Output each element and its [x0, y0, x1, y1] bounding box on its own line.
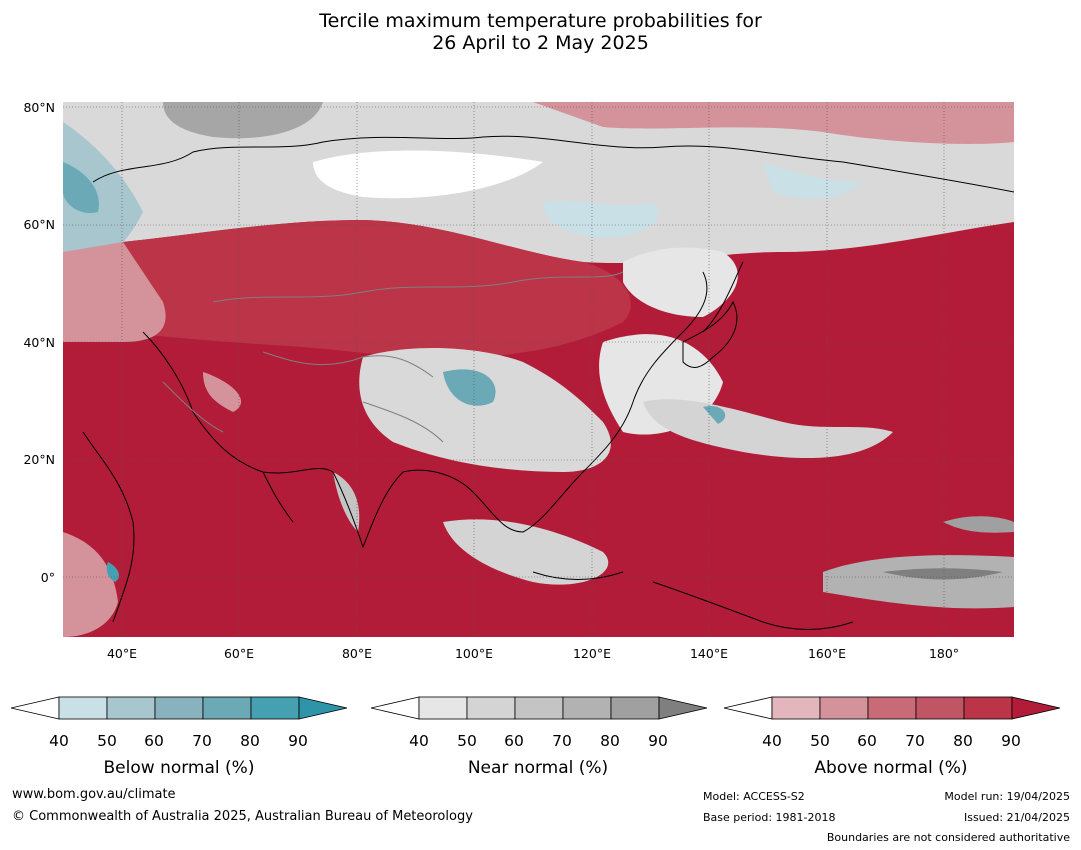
colorbar-swatch — [867, 696, 917, 720]
tibet-near-normal-zone — [359, 347, 611, 472]
pacific-near-normal-band — [643, 399, 893, 458]
colorbar-swatch — [466, 696, 516, 720]
colorbar-swatch — [418, 696, 468, 720]
below-tick-80: 80 — [240, 732, 260, 750]
europe-below-normal-zone — [63, 122, 143, 277]
colorbar-swatch — [202, 696, 252, 720]
above-tick-70: 70 — [905, 732, 925, 750]
colorbar-swatch — [514, 696, 564, 720]
colorbar-right-arrow — [298, 696, 348, 720]
colorbar-swatch — [106, 696, 156, 720]
lon-label-120e: 120°E — [572, 646, 611, 661]
lon-label-140e: 140°E — [689, 646, 728, 661]
below-tick-90: 90 — [288, 732, 308, 750]
lon-label-80e: 80°E — [341, 646, 373, 661]
country-boundaries — [162, 271, 624, 443]
lon-label-40e: 40°E — [106, 646, 138, 661]
lon-label-160e: 160°E — [807, 646, 846, 661]
near-tick-90: 90 — [648, 732, 668, 750]
colorbar-below-normal — [10, 696, 348, 732]
colorbar-swatch — [610, 696, 660, 720]
scandinavia-near-normal-zone — [163, 102, 323, 139]
colorbar-below-normal-swatches — [10, 696, 348, 720]
colorbar-swatch — [154, 696, 204, 720]
east-africa-below-normal-spot — [106, 562, 119, 582]
lat-label-0: 0° — [40, 570, 55, 585]
colorbar-right-arrow — [1011, 696, 1061, 720]
disclaimer-text: Boundaries are not considered authoritat… — [826, 831, 1070, 844]
above-tick-50: 50 — [810, 732, 830, 750]
above-tick-40: 40 — [762, 732, 782, 750]
model-run-text: Model run: 19/04/2025 — [944, 790, 1070, 803]
colorbar-swatch — [250, 696, 300, 720]
above-tick-80: 80 — [953, 732, 973, 750]
equatorial-pacific-near-normal — [823, 555, 1014, 609]
central-siberia-white-patch — [313, 150, 543, 199]
equatorial-pacific-near-normal-core — [883, 568, 1003, 580]
central-asia-above-normal-zone — [123, 220, 631, 359]
arabia-above-normal-patch — [203, 372, 242, 412]
colorbar-above-normal — [723, 696, 1061, 732]
below-tick-60: 60 — [144, 732, 164, 750]
lon-label-180: 180° — [928, 646, 960, 661]
website-link[interactable]: www.bom.gov.au/climate — [12, 787, 176, 802]
colorbar-swatch — [58, 696, 108, 720]
above-normal-title: Above normal (%) — [814, 758, 968, 778]
probability-map — [63, 102, 1014, 637]
near-tick-50: 50 — [457, 732, 477, 750]
caspian-above-normal-zone — [63, 242, 166, 342]
arctic-near-normal-zone — [63, 102, 1014, 264]
map-canvas — [63, 102, 1014, 637]
coastlines — [82, 135, 1014, 630]
above-tick-60: 60 — [857, 732, 877, 750]
east-siberia-below-normal-patch — [763, 162, 863, 199]
europe-below-normal-core — [63, 162, 99, 213]
colorbar-left-arrow — [370, 696, 420, 720]
above-tick-90: 90 — [1001, 732, 1021, 750]
colorbar-right-arrow — [658, 696, 708, 720]
title-line-1: Tercile maximum temperature probabilitie… — [319, 10, 762, 32]
lat-label-80n: 80°N — [23, 100, 55, 115]
below-tick-40: 40 — [49, 732, 69, 750]
north-pacific-grey-streak — [943, 516, 1014, 533]
base-period-text: Base period: 1981-2018 — [703, 811, 836, 824]
colorbar-swatch — [915, 696, 965, 720]
near-tick-40: 40 — [409, 732, 429, 750]
title-line-2: 26 April to 2 May 2025 — [432, 32, 649, 54]
colorbar-left-arrow — [10, 696, 60, 720]
model-text: Model: ACCESS-S2 — [703, 790, 805, 803]
siberia-below-normal-patch — [543, 200, 659, 238]
colorbar-swatch — [963, 696, 1013, 720]
below-tick-50: 50 — [97, 732, 117, 750]
lon-label-100e: 100°E — [454, 646, 493, 661]
colorbar-near-normal-swatches — [370, 696, 708, 720]
colorbar-above-normal-swatches — [723, 696, 1061, 720]
map-title: Tercile maximum temperature probabilitie… — [0, 10, 1081, 54]
near-tick-70: 70 — [552, 732, 572, 750]
gridlines — [63, 102, 1014, 637]
pacific-below-normal-spot — [703, 405, 726, 424]
issued-text: Issued: 21/04/2025 — [963, 811, 1070, 824]
arctic-ocean-above-normal-zone — [533, 102, 1014, 144]
lat-label-60n: 60°N — [23, 217, 55, 232]
near-tick-80: 80 — [600, 732, 620, 750]
lat-label-20n: 20°N — [23, 452, 55, 467]
colorbar-left-arrow — [723, 696, 773, 720]
colorbar-swatch — [771, 696, 821, 720]
colorbar-swatch — [562, 696, 612, 720]
below-normal-title: Below normal (%) — [103, 758, 255, 778]
colorbar-near-normal — [370, 696, 708, 732]
maritime-continent-near-normal — [443, 519, 609, 585]
lat-label-40n: 40°N — [23, 335, 55, 350]
near-normal-title: Near normal (%) — [467, 758, 609, 778]
below-tick-70: 70 — [192, 732, 212, 750]
east-africa-above-normal — [63, 532, 118, 637]
tibet-below-normal-core — [443, 369, 496, 406]
lon-label-60e: 60°E — [223, 646, 255, 661]
near-tick-60: 60 — [504, 732, 524, 750]
copyright-text: © Commonwealth of Australia 2025, Austra… — [12, 809, 473, 824]
colorbar-swatch — [819, 696, 869, 720]
